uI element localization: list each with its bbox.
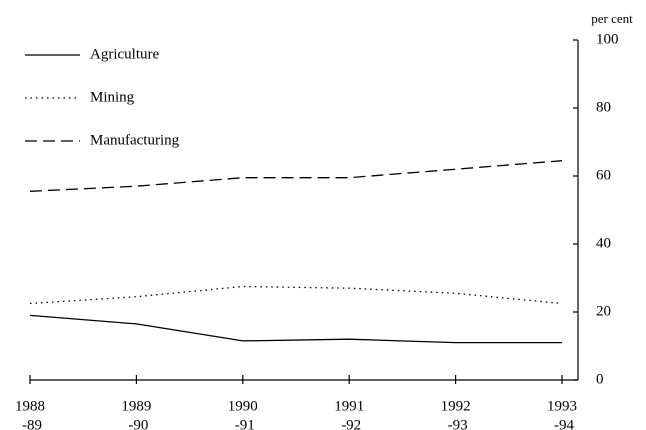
x-tick-label: -93 <box>448 417 468 430</box>
x-tick-label: 1989 <box>121 398 151 414</box>
x-tick-label: -90 <box>128 417 148 430</box>
x-tick-label: 1992 <box>441 398 471 414</box>
series-line <box>29 314 562 344</box>
y-tick-label: 80 <box>596 99 611 115</box>
x-tick-label: -92 <box>341 417 361 430</box>
y-tick-label: 40 <box>596 235 611 251</box>
y-tick-label: 60 <box>596 167 611 183</box>
x-tick-label: 1988 <box>15 398 45 414</box>
x-tick-label: -89 <box>22 417 42 430</box>
legend-label: Manufacturing <box>90 132 180 148</box>
x-tick-label: 1991 <box>334 398 364 414</box>
y-tick-label: 100 <box>596 31 619 47</box>
x-tick-label: -91 <box>235 417 255 430</box>
y-axis-label: per cent <box>591 11 633 26</box>
x-tick-label: 1990 <box>228 398 258 414</box>
x-tick-label: 1993 <box>547 398 577 414</box>
legend-label: Agriculture <box>90 46 159 62</box>
series-line <box>29 160 563 192</box>
y-tick-label: 0 <box>596 371 604 387</box>
legend-label: Mining <box>90 89 135 105</box>
series-line <box>29 285 563 305</box>
y-tick-label: 20 <box>596 303 611 319</box>
x-tick-label: -94 <box>554 417 574 430</box>
